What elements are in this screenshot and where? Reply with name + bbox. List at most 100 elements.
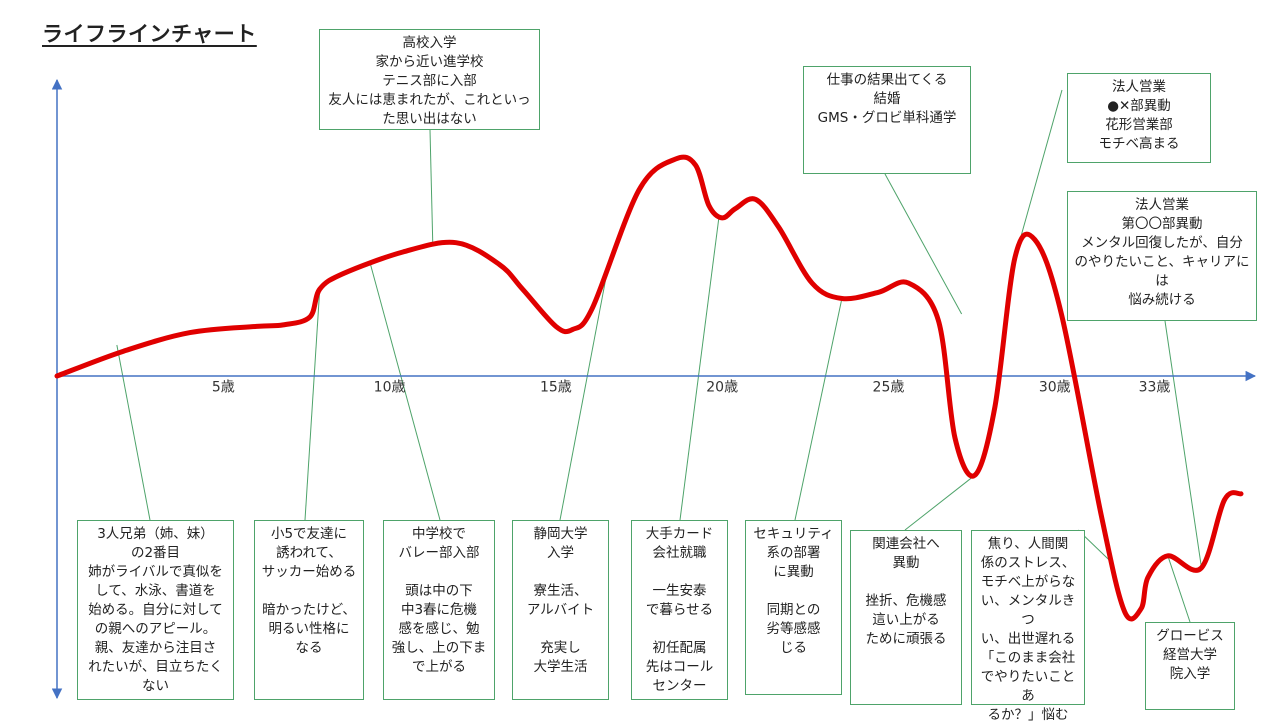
annotation-text-line: ●✕部異動 (1107, 98, 1171, 114)
annotation-text-line: 第〇〇部異動 (1121, 216, 1203, 232)
annotation-text-line: 「このまま会社 (980, 650, 1076, 666)
annotation-text-line: のやりたいこと、キャリアには (1074, 254, 1250, 289)
annotation-text-line: 始める。自分に対して (88, 602, 223, 618)
annotation-text-line: ために頑張る (865, 631, 947, 647)
annotation-text-line: センター (652, 678, 707, 694)
annotation-box: 法人営業 第〇〇部異動 メンタル回復したが、自分 のやりたいこと、キャリアには 悩み続け… (1067, 191, 1257, 321)
x-tick-label: 25歳 (873, 380, 905, 396)
annotation-text-line (258, 582, 360, 601)
annotation-text-line: 院入学 (1169, 666, 1211, 682)
annotation-text-line: モチベ上がらな (980, 574, 1076, 590)
annotation-box: 仕事の結果出てくる 結婚 GMS・グロビ単科通学 (803, 66, 971, 174)
annotation-box: 中学校で バレー部入部 頭は中の下 中3春に危機 感を感じ、勉 強し、上の下ま で上がる (383, 520, 495, 700)
annotation-text-line: 頭は中の下 (405, 583, 473, 599)
annotation-text-line: 寮生活、 (533, 583, 588, 599)
annotation-text-line: 強し、上の下ま (391, 640, 487, 656)
annotation-text-line: 高校入学 (402, 35, 457, 51)
annotation-text-line (749, 582, 838, 601)
annotation-text-line (635, 620, 724, 639)
annotation-text-line (516, 563, 605, 582)
annotation-text-line: い、出世遅れる (980, 631, 1076, 647)
annotation-box: 小5で友達に 誘われて、 サッカー始める 暗かったけど、 明るい性格に なる (254, 520, 364, 700)
life-line-series (54, 154, 1244, 622)
annotation-leader-line (429, 129, 434, 246)
annotation-text-line: ない (142, 678, 169, 694)
annotation-text-line: 入学 (547, 545, 574, 561)
annotation-text-line: 花形営業部 (1105, 117, 1173, 133)
annotation-box: 焦り、人間関 係のストレス、 モチベ上がらない、メンタルきつい、出世遅れる 「このまま… (971, 530, 1085, 723)
annotation-text-line: 劣等感感 (766, 621, 821, 637)
annotation-text-line: GMS・グロビ単科通学 (817, 110, 957, 126)
annotation-box: セキュリティ 系の部署 に異動 同期との 劣等感感 じる (745, 520, 842, 695)
annotation-text-line: た思い出はない (382, 111, 477, 127)
annotation-leader-line (559, 261, 610, 521)
annotation-text-line: 悩み続ける (1128, 292, 1196, 308)
x-tick-label: 10歳 (374, 380, 406, 396)
x-tick-label: 5歳 (212, 380, 235, 396)
annotation-text-line: 明るい性格に (268, 621, 350, 637)
annotation-box: 高校入学 家から近い進学校 テニス部に入部 友人には恵まれたが、これといっ た思い出はな… (319, 29, 540, 130)
x-tick-label: 15歳 (540, 380, 572, 396)
annotation-text-line: 同期との (766, 602, 821, 618)
annotation-text-line: 大学生活 (533, 659, 588, 675)
annotation-text-line: 暗かったけど、 (262, 602, 356, 618)
annotation-text-line: なる (295, 640, 323, 656)
annotation-text-line: でやりたいことあ (980, 669, 1076, 704)
annotation-box: 関連会社へ異動挫折、危機感 這い上がるために頑張る (850, 530, 962, 705)
annotation-leader-line (794, 298, 843, 521)
annotation-text-line (635, 563, 724, 582)
annotation-box: 法人営業 ●✕部異動 花形営業部 モチベ高まる (1067, 73, 1211, 163)
annotation-text-line: 一生安泰 (652, 583, 707, 599)
chart-title: ライフラインチャート (42, 22, 257, 46)
annotation-text-line: 這い上がる (872, 612, 940, 628)
annotation-text-line: アルバイト (526, 602, 595, 618)
annotation-text-line: 大手カード (645, 526, 714, 542)
annotation-leader-line (884, 173, 963, 315)
annotation-text-line: バレー部入部 (398, 545, 480, 561)
annotation-text-line: い、メンタルきつ (980, 593, 1076, 628)
annotation-box: 大手カード 会社就職 一生安泰 で暮らせる 初任配属 先はコール センター (631, 520, 728, 700)
annotation-text-line: の2番目 (130, 545, 181, 561)
x-tick-label: 20歳 (706, 380, 738, 396)
annotation-text-line: モチベ高まる (1098, 136, 1180, 152)
annotation-text-line (387, 563, 491, 582)
annotation-text-line: グロービス (1156, 628, 1224, 644)
annotation-leader-line (304, 289, 321, 521)
annotation-text-line: 法人営業 (1135, 197, 1189, 213)
annotation-leader-line (1164, 320, 1202, 566)
annotation-leader-line (679, 217, 720, 521)
annotation-text-line: 充実し (540, 640, 581, 656)
x-tick-label: 33歳 (1139, 380, 1171, 396)
annotation-text-line: 親、友達から注目さ (94, 640, 217, 656)
annotation-text-line: して、水泳、書道を (95, 583, 216, 599)
annotation-text-line: 挫折、危機感 (865, 593, 947, 609)
annotation-text-line: 中学校で (412, 526, 466, 542)
annotation-text-line: 3人兄弟（姉、妹） (97, 526, 214, 542)
annotation-text-line: 姉がライバルで真似を (88, 564, 223, 580)
annotation-text-line: セキュリティ (753, 526, 834, 542)
annotation-text-line: 係のストレス、 (980, 555, 1076, 571)
annotation-text-line: 初任配属 (652, 640, 707, 656)
annotation-leader-line (1014, 89, 1063, 259)
annotation-text-line: 感を感じ、勉 (398, 621, 480, 637)
annotation-text-line: 先はコール (645, 659, 714, 675)
annotation-text-line: の親へのアピール。 (94, 621, 217, 637)
annotation-text-line: 経営大学 (1163, 647, 1217, 663)
annotation-text-line: 静岡大学 (533, 526, 588, 542)
annotation-box: 静岡大学入学寮生活、アルバイト充実し大学生活 (512, 520, 609, 700)
annotation-text-line: サッカー始める (261, 564, 357, 580)
annotation-text-line: 結婚 (873, 91, 901, 107)
annotation-text-line: 関連会社へ (872, 536, 940, 552)
annotation-text-line: 系の部署 (766, 545, 821, 561)
annotation-text-line: 異動 (892, 555, 920, 571)
x-tick-labels: 5歳 10歳 15歳 20歳 25歳 30歳 33歳 (212, 380, 1171, 396)
annotation-text-line: に異動 (773, 564, 814, 580)
annotation-text-line (516, 620, 605, 639)
annotation-text-line: 焦り、人間関 (987, 536, 1069, 552)
annotation-text-line: 誘われて、 (276, 545, 342, 561)
annotation-leader-line (116, 344, 151, 521)
annotation-text-line: 会社就職 (652, 545, 707, 561)
annotation-text-line: 中3春に危機 (400, 602, 478, 618)
annotation-box: グロービス経営大学院入学 (1145, 622, 1235, 710)
annotation-leader-line (369, 261, 441, 521)
